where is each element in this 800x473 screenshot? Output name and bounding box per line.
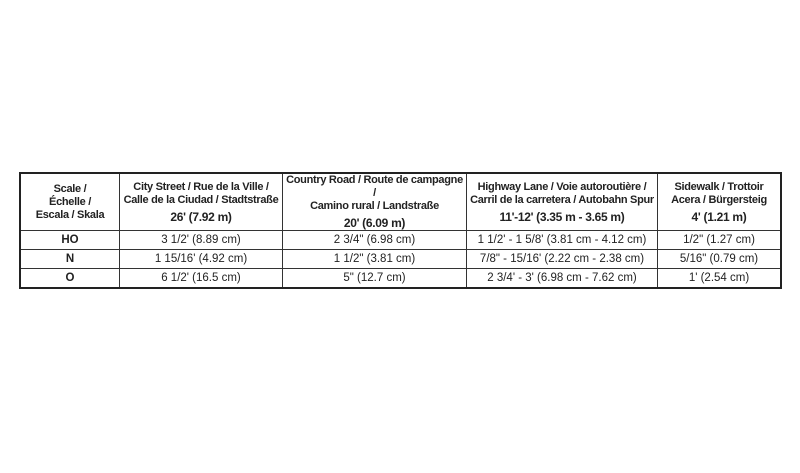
table-cell: 2 3/4" (6.98 cm)	[282, 230, 467, 250]
header-line: City Street / Rue de la Ville /	[133, 180, 269, 193]
scale-dimensions-table: Scale / Échelle / Escala / Skala City St…	[19, 172, 782, 289]
table-cell: 2 3/4' - 3' (6.98 cm - 7.62 cm)	[466, 268, 658, 289]
header-country-road: Country Road / Route de campagne / Camin…	[282, 172, 467, 231]
header-row: Scale / Échelle / Escala / Skala City St…	[19, 172, 782, 231]
table-cell: 7/8" - 15/16' (2.22 cm - 2.38 cm)	[466, 249, 658, 269]
header-highway-lane: Highway Lane / Voie autoroutière / Carri…	[466, 172, 658, 231]
header-dimension: 26' (7.92 m)	[170, 209, 232, 224]
header-line: Camino rural / Landstraße	[310, 200, 439, 212]
header-line: Country Road / Route de campagne /	[286, 174, 463, 199]
table-cell: 1 15/16' (4.92 cm)	[119, 249, 283, 269]
header-dimension: 20' (6.09 m)	[343, 216, 406, 230]
table-row: HO 3 1/2' (8.89 cm) 2 3/4" (6.98 cm) 1 1…	[19, 230, 782, 250]
header-line: Acera / Bürgersteig	[671, 193, 767, 206]
scale-cell: HO	[19, 230, 120, 250]
table-cell: 5/16" (0.79 cm)	[657, 249, 782, 269]
table-row: N 1 15/16' (4.92 cm) 1 1/2" (3.81 cm) 7/…	[19, 249, 782, 269]
header-scale: Scale / Échelle / Escala / Skala	[19, 172, 120, 231]
header-line: Sidewalk / Trottoir	[674, 180, 764, 193]
table-cell: 1 1/2' - 1 5/8' (3.81 cm - 4.12 cm)	[466, 230, 658, 250]
header-line: Escala / Skala	[35, 208, 105, 221]
header-dimension: 11'-12' (3.35 m - 3.65 m)	[499, 209, 625, 224]
header-line: Scale /	[53, 182, 87, 195]
table-cell: 1 1/2" (3.81 cm)	[282, 249, 467, 269]
table-cell: 5" (12.7 cm)	[282, 268, 467, 289]
table-cell: 1' (2.54 cm)	[657, 268, 782, 289]
header-line: Calle de la Ciudad / Stadtstraße	[123, 193, 279, 206]
header-line: Carril de la carretera / Autobahn Spur	[470, 193, 654, 206]
table-cell: 6 1/2' (16.5 cm)	[119, 268, 283, 289]
scale-cell: N	[19, 249, 120, 269]
scale-cell: O	[19, 268, 120, 289]
table-cell: 1/2" (1.27 cm)	[657, 230, 782, 250]
header-line: Highway Lane / Voie autoroutière /	[477, 180, 647, 193]
header-sidewalk: Sidewalk / Trottoir Acera / Bürgersteig …	[657, 172, 782, 231]
header-dimension: 4' (1.21 m)	[691, 209, 747, 224]
table-cell: 3 1/2' (8.89 cm)	[119, 230, 283, 250]
table-row: O 6 1/2' (16.5 cm) 5" (12.7 cm) 2 3/4' -…	[19, 268, 782, 289]
header-city-street: City Street / Rue de la Ville / Calle de…	[119, 172, 283, 231]
header-line: Échelle /	[49, 195, 91, 208]
